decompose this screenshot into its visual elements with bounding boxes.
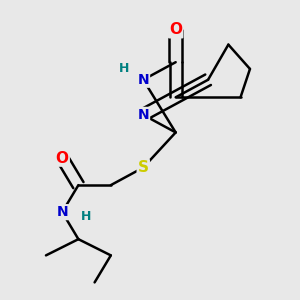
Text: N: N <box>137 73 149 87</box>
Text: O: O <box>56 151 69 166</box>
Text: H: H <box>81 210 92 223</box>
Text: O: O <box>169 22 182 37</box>
Text: N: N <box>137 108 149 122</box>
Text: N: N <box>56 205 68 219</box>
Text: H: H <box>119 62 130 75</box>
Text: S: S <box>138 160 149 175</box>
